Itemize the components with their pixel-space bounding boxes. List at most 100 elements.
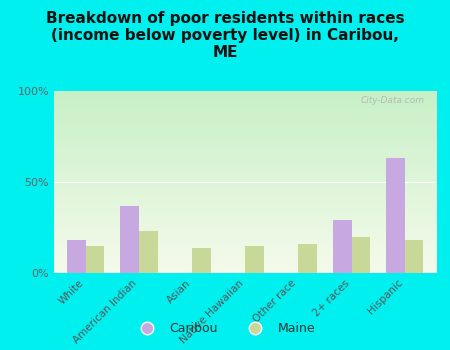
Bar (405, 240, 423, 273)
Bar (54, 240, 436, 242)
Bar (54, 131, 436, 133)
Bar (54, 255, 436, 257)
Bar (54, 100, 436, 102)
Bar (54, 246, 436, 247)
Bar (54, 117, 436, 118)
Bar (54, 211, 436, 213)
Bar (54, 136, 436, 138)
Bar (54, 238, 436, 240)
Bar (54, 175, 436, 176)
Bar (54, 127, 436, 129)
Bar (54, 237, 436, 238)
Bar (54, 113, 436, 115)
Bar (54, 208, 436, 209)
Bar (298, 244, 317, 273)
Bar (54, 173, 436, 175)
Bar (54, 129, 436, 131)
Bar (54, 206, 436, 208)
Bar (54, 220, 436, 222)
Bar (54, 98, 436, 100)
Bar (86, 246, 104, 273)
Bar (54, 257, 436, 258)
Bar (54, 266, 436, 267)
Bar (54, 142, 436, 144)
Bar (54, 169, 436, 171)
Bar (54, 146, 436, 147)
Bar (54, 106, 436, 107)
Bar (54, 97, 436, 98)
Bar (54, 180, 436, 182)
Bar (54, 133, 436, 135)
Bar (54, 215, 436, 217)
Bar (54, 271, 436, 273)
Bar (54, 126, 436, 127)
Bar (54, 251, 436, 253)
Bar (54, 107, 436, 109)
Bar (54, 151, 436, 153)
Bar (54, 193, 436, 195)
Bar (54, 260, 436, 262)
Bar (54, 244, 436, 246)
Bar (54, 218, 436, 220)
Bar (54, 115, 436, 117)
Bar (54, 186, 436, 188)
Bar (386, 158, 405, 273)
Bar (54, 200, 436, 202)
Bar (54, 195, 436, 197)
Bar (54, 249, 436, 251)
Bar (54, 258, 436, 260)
Bar (54, 270, 436, 271)
Bar (54, 167, 436, 169)
Bar (54, 109, 436, 111)
Bar (54, 229, 436, 231)
Bar (54, 93, 436, 94)
Legend: Caribou, Maine: Caribou, Maine (130, 317, 320, 340)
Bar (54, 224, 436, 226)
Bar (54, 171, 436, 173)
Bar (54, 231, 436, 233)
Bar (54, 253, 436, 255)
Bar (54, 149, 436, 151)
Bar (54, 162, 436, 164)
Bar (54, 156, 436, 158)
Bar (54, 235, 436, 237)
Bar (54, 111, 436, 113)
Bar (68, 240, 86, 273)
Bar (54, 153, 436, 155)
Bar (54, 102, 436, 104)
Text: Breakdown of poor residents within races
(income below poverty level) in Caribou: Breakdown of poor residents within races… (46, 10, 404, 60)
Bar (54, 122, 436, 124)
Bar (54, 94, 436, 97)
Bar (54, 197, 436, 198)
Bar (54, 178, 436, 180)
Bar (54, 242, 436, 244)
Bar (351, 237, 370, 273)
Bar (54, 228, 436, 229)
Bar (54, 104, 436, 106)
Bar (54, 217, 436, 218)
Bar (54, 264, 436, 266)
Bar (54, 188, 436, 189)
Bar (54, 247, 436, 249)
Bar (54, 160, 436, 162)
Bar (245, 246, 264, 273)
Bar (54, 189, 436, 191)
Bar (54, 267, 436, 270)
Bar (54, 226, 436, 228)
Bar (54, 213, 436, 215)
Bar (54, 147, 436, 149)
Bar (54, 184, 436, 186)
Bar (54, 91, 436, 93)
Bar (54, 262, 436, 264)
Bar (54, 204, 436, 206)
Bar (54, 144, 436, 146)
Bar (54, 140, 436, 142)
Bar (54, 182, 436, 184)
Bar (54, 166, 436, 167)
Bar (54, 202, 436, 204)
Bar (54, 118, 436, 120)
Bar (54, 135, 436, 136)
Bar (54, 124, 436, 126)
Bar (192, 247, 211, 273)
Bar (121, 206, 139, 273)
